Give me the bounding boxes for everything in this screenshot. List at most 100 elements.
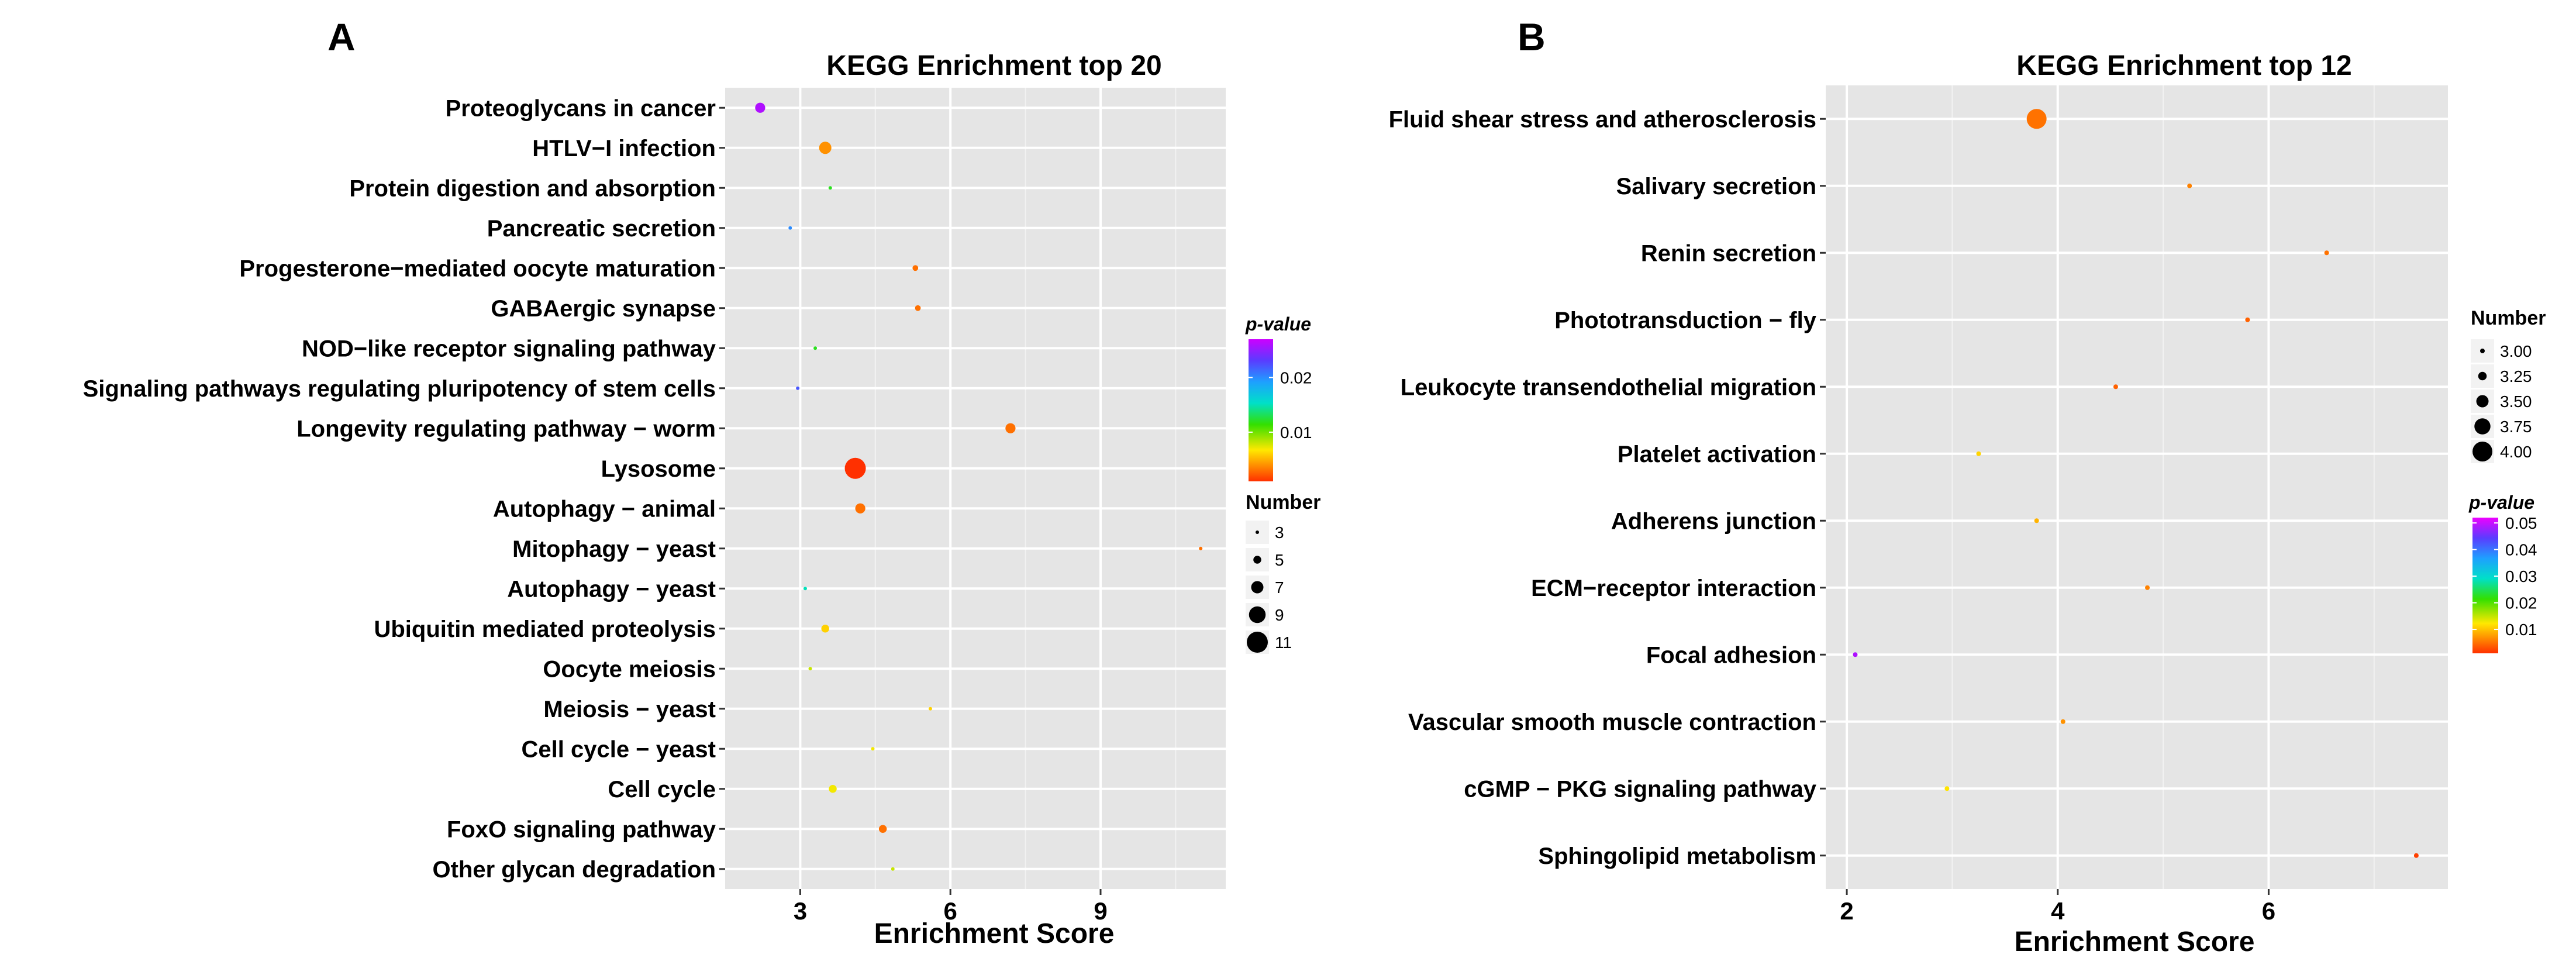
category-label: Sphingolipid metabolism (1538, 843, 1816, 869)
data-point (2187, 183, 2192, 188)
number-legend-symbol (2480, 349, 2485, 353)
category-label: NOD−like receptor signaling pathway (302, 336, 716, 361)
data-point (2413, 853, 2419, 858)
panel-b-pvalue-ticks: 0.05 0.04 0.03 0.02 0.01 (2472, 514, 2537, 639)
number-legend-symbol (1249, 606, 1266, 623)
panel-a-pvalue-legend: p-value 0.02 0.01 (1245, 313, 1312, 481)
panel-b-x-axis-label: Enrichment Score (2015, 926, 2255, 957)
data-point (828, 186, 832, 190)
category-label: Ubiquitin mediated proteolysis (374, 616, 716, 642)
data-point (803, 587, 807, 591)
panel-a-category-labels: Proteoglycans in cancer HTLV−I infection P… (83, 95, 725, 883)
data-point (915, 305, 921, 311)
panel-a-pvalue-ticks: 0.02 0.01 (1249, 368, 1312, 442)
pvalue-tick-label: 0.03 (2505, 567, 2537, 585)
data-point (891, 867, 895, 871)
pvalue-tick-label: 0.02 (2505, 594, 2537, 612)
number-legend-label: 3.25 (2500, 367, 2532, 385)
category-label: Other glycan degradation (432, 857, 716, 883)
panel-b-x-ticks: 2 4 6 (1840, 889, 2275, 925)
data-point (1005, 423, 1016, 433)
number-legend-symbol (2478, 371, 2487, 381)
category-label: Proteoglycans in cancer (446, 95, 716, 121)
x-tick-label: 9 (1094, 897, 1107, 925)
data-point (2324, 250, 2329, 256)
data-point (788, 226, 792, 230)
panel-a-x-ticks: 3 6 9 (794, 889, 1108, 925)
number-legend-label: 7 (1275, 578, 1284, 597)
category-label: FoxO signaling pathway (447, 816, 716, 842)
data-point (829, 785, 837, 793)
data-point (928, 707, 932, 711)
data-point (1853, 652, 1858, 657)
category-label: Longevity regulating pathway − worm (296, 416, 716, 442)
number-legend-symbol (2474, 418, 2491, 435)
category-label: Meiosis − yeast (543, 697, 716, 722)
category-label: Pancreatic secretion (487, 216, 716, 242)
number-legend-symbol (1253, 556, 1261, 564)
data-point (796, 386, 800, 390)
number-legend-symbol (1256, 530, 1259, 534)
category-label: ECM−receptor interaction (1531, 576, 1816, 601)
panel-a-title: KEGG Enrichment top 20 (826, 50, 1161, 81)
category-label: Fluid shear stress and atherosclerosis (1389, 106, 1816, 132)
panel-a-number-legend-items: 3 5 7 9 11 (1246, 521, 1292, 654)
panel-a-pvalue-colorbar (1249, 339, 1273, 481)
data-point (2060, 719, 2065, 724)
x-tick-label: 4 (2051, 897, 2065, 925)
data-point (2145, 585, 2150, 590)
number-legend-label: 9 (1275, 606, 1284, 624)
panel-a: A KEGG Enrichment top 20 Proteoglycans i… (83, 15, 1321, 949)
category-label: Cell cycle − yeast (522, 736, 716, 762)
data-point (813, 346, 818, 350)
category-label: Mitophagy − yeast (512, 536, 716, 562)
category-label: Autophagy − animal (493, 496, 716, 522)
category-label: Oocyte meiosis (543, 656, 716, 682)
panel-a-points (755, 102, 1203, 871)
panel-a-number-legend: Number 3 5 7 9 11 (1246, 491, 1320, 654)
pvalue-tick-label: 0.04 (2505, 541, 2537, 559)
number-legend-label: 3.75 (2500, 418, 2532, 436)
category-label: Vascular smooth muscle contraction (1408, 709, 1816, 735)
pvalue-tick-label: 0.02 (1280, 368, 1312, 387)
number-legend-label: 3.00 (2500, 342, 2532, 360)
x-tick-label: 2 (1840, 897, 1853, 925)
category-label: Signaling pathways regulating pluripoten… (83, 376, 716, 402)
panel-b-letter: B (1518, 15, 1546, 58)
category-label: Salivary secretion (1616, 174, 1816, 199)
data-point (821, 625, 829, 633)
category-label: Platelet activation (1618, 442, 1816, 467)
category-label: Adherens junction (1611, 508, 1816, 534)
data-point (1944, 786, 1950, 791)
panel-b-number-legend-title: Number (2471, 307, 2546, 329)
panel-b-pvalue-colorbar (2472, 518, 2498, 653)
number-legend-label: 4.00 (2500, 443, 2532, 461)
data-point (878, 825, 887, 833)
data-point (1976, 451, 1981, 456)
panel-a-grid (725, 88, 1226, 889)
x-tick-label: 6 (2262, 897, 2275, 925)
panel-b-category-labels: Fluid shear stress and atherosclerosis Sa… (1389, 106, 1826, 869)
category-label: HTLV−I infection (532, 136, 716, 161)
panel-b-points (1853, 109, 2419, 858)
data-point (844, 457, 866, 479)
panel-b-pvalue-legend: p-value 0.05 0.04 0.03 0.02 0.01 (2468, 492, 2537, 653)
data-point (755, 102, 765, 113)
category-label: Phototransduction − fly (1554, 308, 1817, 333)
data-point (808, 667, 812, 671)
number-legend-label: 3 (1275, 523, 1284, 542)
number-legend-symbol (2476, 395, 2489, 408)
data-point (1199, 546, 1203, 550)
data-point (819, 142, 832, 154)
panel-b-plot-background (1826, 85, 2448, 889)
category-label: Cell cycle (608, 777, 716, 802)
data-point (912, 265, 919, 271)
pvalue-tick-label: 0.01 (2505, 621, 2537, 639)
panel-b-title: KEGG Enrichment top 12 (2016, 50, 2351, 81)
panel-a-number-legend-title: Number (1246, 491, 1320, 514)
data-point (2034, 518, 2039, 523)
number-legend-label: 3.50 (2500, 392, 2532, 411)
number-legend-symbol (1251, 581, 1264, 594)
data-point (871, 747, 875, 751)
